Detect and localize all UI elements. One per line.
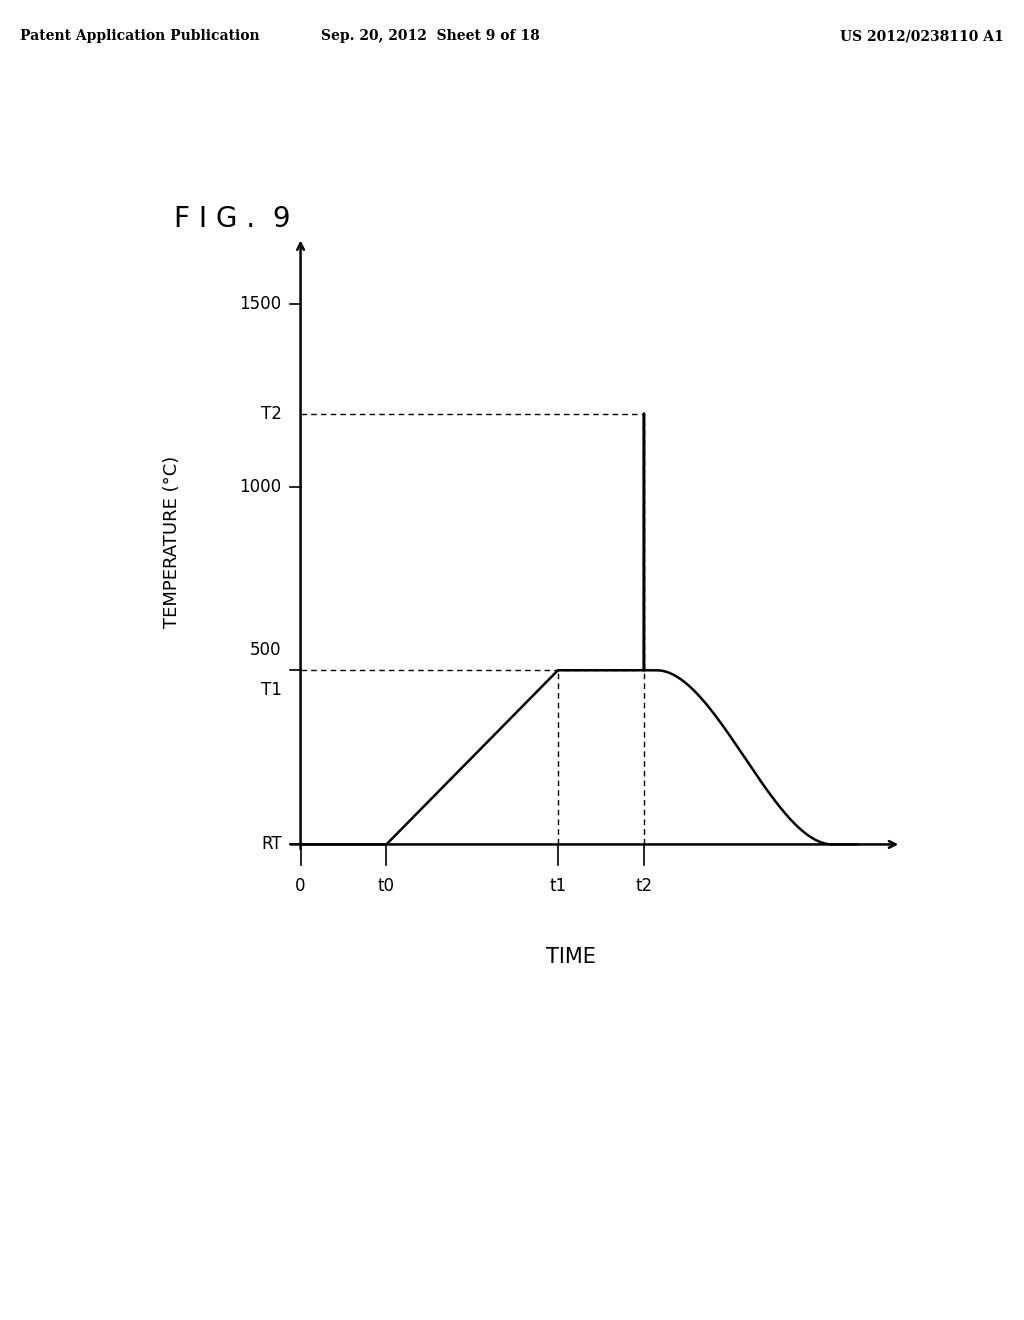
Text: TEMPERATURE (°C): TEMPERATURE (°C) bbox=[163, 455, 181, 628]
Text: F I G .  9: F I G . 9 bbox=[174, 205, 291, 232]
Text: t0: t0 bbox=[378, 878, 395, 895]
Text: 500: 500 bbox=[250, 642, 282, 659]
Text: TIME: TIME bbox=[546, 948, 596, 968]
Text: T1: T1 bbox=[261, 681, 282, 700]
Text: Sep. 20, 2012  Sheet 9 of 18: Sep. 20, 2012 Sheet 9 of 18 bbox=[321, 29, 540, 44]
Text: RT: RT bbox=[261, 836, 282, 854]
Text: t2: t2 bbox=[635, 878, 652, 895]
Text: 1000: 1000 bbox=[240, 478, 282, 496]
Text: 1500: 1500 bbox=[240, 294, 282, 313]
Text: 0: 0 bbox=[295, 878, 306, 895]
Text: Patent Application Publication: Patent Application Publication bbox=[20, 29, 260, 44]
Text: T2: T2 bbox=[261, 405, 282, 422]
Text: t1: t1 bbox=[550, 878, 566, 895]
Text: US 2012/0238110 A1: US 2012/0238110 A1 bbox=[840, 29, 1004, 44]
